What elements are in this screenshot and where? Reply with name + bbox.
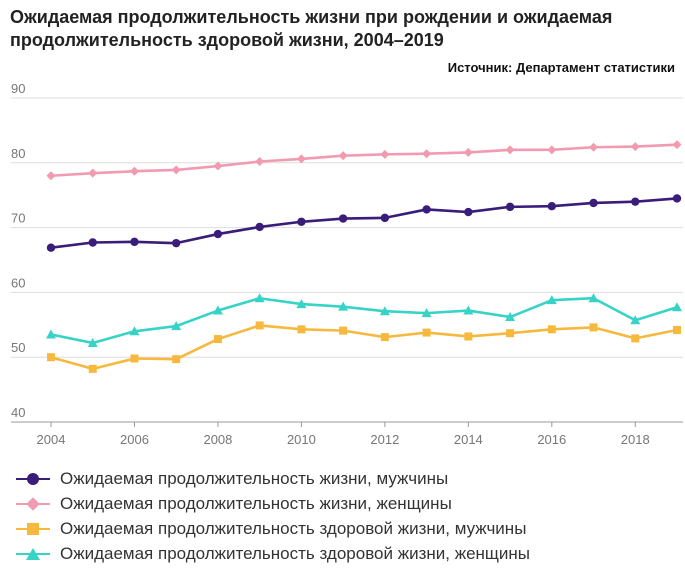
data-point-series-1 (297, 217, 306, 226)
legend-label: Ожидаемая продолжительность здоровой жиз… (60, 518, 527, 538)
data-point-series-4 (338, 301, 349, 311)
series-line-4 (50, 296, 678, 345)
data-point-series-3 (255, 321, 264, 330)
data-point-series-2 (589, 142, 599, 152)
data-point-series-3 (506, 329, 515, 338)
data-point-series-4 (254, 293, 265, 303)
line-chart: 40 50 60 70 80 90 2004 2006 2008 2010 2012 2014 2016… (11, 81, 683, 447)
y-tick-label: 70 (11, 211, 25, 226)
data-point-series-3 (47, 353, 55, 362)
data-point-series-4 (171, 321, 182, 331)
legend-item: Ожидаемая продолжительность жизни, женщи… (14, 491, 530, 516)
series-line-1 (50, 197, 678, 249)
legend-marker-diamond-icon (14, 496, 52, 511)
data-point-series-3 (380, 333, 389, 342)
series-line-2 (50, 143, 678, 178)
data-point-series-3 (589, 323, 598, 332)
data-point-series-2 (129, 166, 139, 176)
data-point-series-1 (547, 202, 556, 211)
data-point-series-2 (213, 161, 223, 171)
data-point-series-3 (297, 325, 306, 334)
x-tick-label: 2018 (621, 432, 650, 447)
data-point-series-2 (630, 142, 640, 152)
x-tick-label: 2010 (287, 432, 316, 447)
data-point-series-2 (46, 171, 56, 181)
x-tick-label: 2004 (37, 432, 66, 447)
legend-item: Ожидаемая продолжительность здоровой жиз… (14, 541, 530, 566)
legend-item: Ожидаемая продолжительность жизни, мужчи… (14, 466, 530, 491)
y-tick-label: 90 (11, 81, 25, 96)
data-point-series-1 (172, 238, 181, 248)
data-point-series-1 (589, 198, 598, 208)
x-tick-label: 2014 (454, 432, 483, 447)
y-tick-label: 80 (11, 146, 25, 161)
data-point-series-4 (546, 295, 557, 305)
data-point-series-1 (338, 214, 348, 223)
data-point-series-4 (421, 308, 432, 318)
legend-marker-square-icon (14, 522, 52, 536)
data-point-series-2 (505, 145, 515, 155)
data-point-series-2 (255, 157, 265, 167)
legend-marker-circle-icon (14, 472, 52, 486)
chart-legend: Ожидаемая продолжительность жизни, мужчи… (14, 466, 530, 566)
y-tick-label: 50 (11, 340, 25, 355)
data-point-series-2 (296, 154, 306, 164)
x-tick-label: 2008 (203, 432, 232, 447)
data-point-series-1 (505, 202, 515, 212)
data-point-series-3 (673, 325, 681, 334)
legend-item: Ожидаемая продолжительность здоровой жиз… (14, 516, 530, 541)
data-point-series-1 (422, 205, 431, 214)
data-point-series-2 (380, 149, 390, 159)
data-point-series-3 (88, 364, 97, 373)
x-tick-label: 2016 (537, 432, 566, 447)
data-point-series-4 (672, 302, 682, 312)
data-point-series-1 (464, 207, 473, 217)
data-point-series-3 (130, 354, 139, 363)
data-point-series-4 (630, 315, 641, 325)
legend-label: Ожидаемая продолжительность жизни, женщи… (60, 493, 452, 513)
data-point-series-4 (463, 305, 474, 315)
data-point-series-2 (338, 151, 348, 161)
data-point-series-3 (464, 332, 473, 341)
data-point-series-4 (379, 306, 390, 316)
legend-label: Ожидаемая продолжительность жизни, мужчи… (60, 468, 449, 488)
data-point-series-2 (422, 149, 432, 159)
x-tick-label: 2006 (120, 432, 149, 447)
data-point-series-2 (463, 147, 473, 157)
data-point-series-3 (172, 355, 181, 364)
data-point-series-4 (129, 326, 140, 336)
data-point-series-4 (87, 337, 98, 347)
data-point-series-1 (672, 194, 682, 203)
chart-title: Ожидаемая продолжительность жизни при ро… (10, 7, 613, 50)
data-point-series-1 (46, 243, 56, 252)
data-point-series-2 (547, 145, 557, 155)
chart-source: Источник: Департамент статистики (447, 60, 675, 75)
data-point-series-3 (422, 328, 431, 337)
data-point-series-4 (212, 305, 223, 315)
data-point-series-3 (547, 325, 556, 334)
y-tick-label: 60 (11, 275, 25, 290)
x-tick-label: 2012 (370, 432, 399, 447)
data-point-series-1 (255, 222, 264, 232)
data-point-series-1 (130, 237, 139, 247)
legend-marker-triangle-icon (14, 547, 52, 561)
data-point-series-4 (46, 329, 56, 339)
data-point-series-1 (88, 238, 97, 247)
data-point-series-4 (505, 312, 516, 322)
data-point-series-1 (631, 197, 640, 206)
data-point-series-3 (213, 335, 222, 344)
data-point-series-1 (380, 213, 390, 223)
data-point-series-3 (339, 326, 348, 335)
data-point-series-3 (631, 334, 640, 343)
data-point-series-1 (213, 229, 223, 239)
data-point-series-4 (588, 293, 599, 303)
legend-label: Ожидаемая продолжительность здоровой жиз… (60, 543, 531, 563)
data-point-series-2 (672, 140, 682, 150)
data-point-series-2 (88, 168, 98, 178)
series-line-3 (50, 324, 678, 371)
y-tick-label: 40 (11, 405, 25, 420)
data-point-series-4 (296, 299, 307, 309)
data-point-series-2 (171, 165, 181, 175)
